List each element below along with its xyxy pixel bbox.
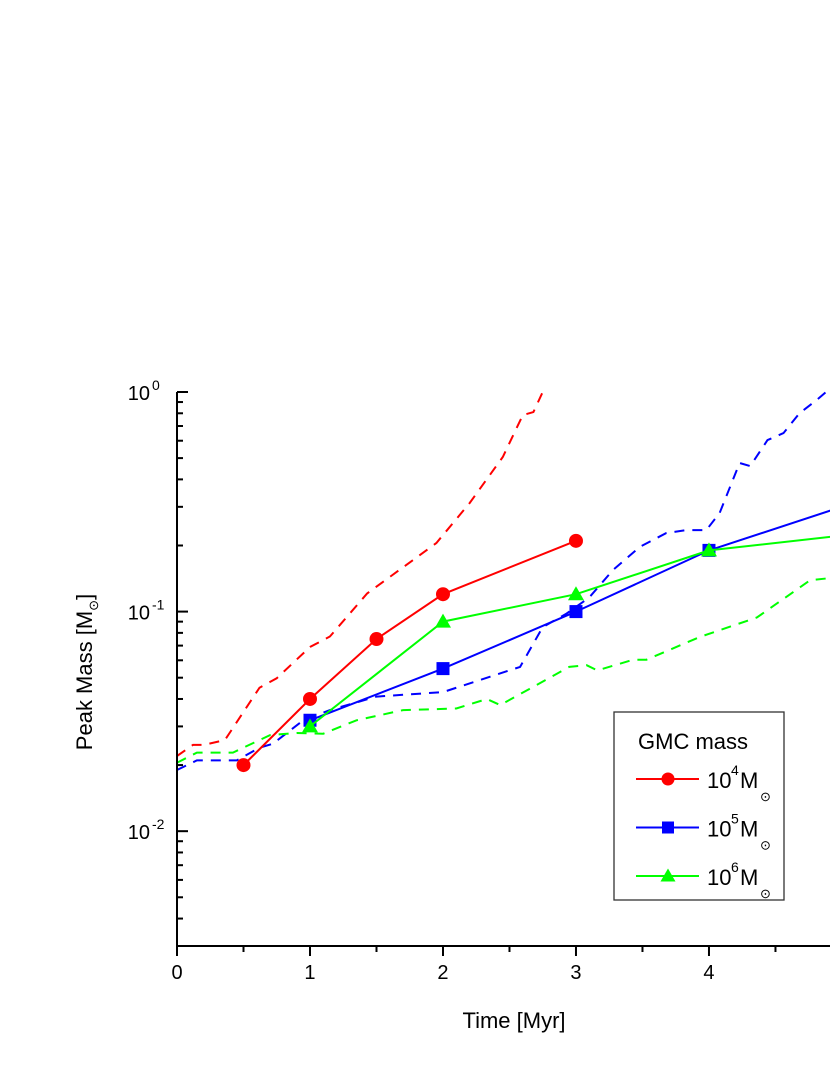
y-axis-title-sun: ⊙ xyxy=(86,600,101,611)
y-axis-title: Peak Mass [M⊙] xyxy=(72,594,101,750)
y-tick-label: 10 xyxy=(128,822,150,844)
series-0-point xyxy=(435,587,450,602)
x-tick-label: 0 xyxy=(171,962,182,984)
legend-unit-2: M xyxy=(740,865,758,890)
x-axis-title: Time [Myr] xyxy=(462,1008,565,1033)
x-tick-label: 3 xyxy=(570,962,581,984)
legend-label-1: 10 xyxy=(707,817,731,842)
legend-unit-1: M xyxy=(740,817,758,842)
y-tick-exponent: -2 xyxy=(152,816,165,832)
legend-exponent-0: 4 xyxy=(731,762,739,778)
series-1-point xyxy=(569,605,583,619)
series-1-dashed-line xyxy=(177,391,827,771)
legend-marker-2 xyxy=(660,868,676,882)
legend-marker-0 xyxy=(661,772,675,786)
y-axis-title-close: ] xyxy=(72,594,97,600)
legend-exponent-1: 5 xyxy=(731,811,739,827)
legend-marker-1 xyxy=(662,821,674,834)
series-layer xyxy=(177,391,830,773)
y-tick-exponent: 0 xyxy=(152,377,160,393)
legend-sun-2: ⊙ xyxy=(760,886,771,901)
series-2-point xyxy=(301,718,318,733)
series-1-point xyxy=(436,662,450,676)
series-0-point xyxy=(236,758,251,773)
series-0-point xyxy=(369,632,384,647)
x-tick-label: 2 xyxy=(437,962,448,984)
legend-title: GMC mass xyxy=(638,729,748,754)
x-tick-label: 1 xyxy=(304,962,315,984)
legend-unit-0: M xyxy=(740,768,758,793)
y-tick-label: 10 xyxy=(128,383,150,405)
legend-sun-0: ⊙ xyxy=(760,789,771,804)
series-0-point xyxy=(302,691,317,706)
y-tick-base: 10 xyxy=(128,822,150,844)
series-2-point xyxy=(434,613,451,628)
legend: GMC mass 10 4 M⊙10 5 M⊙10 6 M⊙ xyxy=(613,711,785,901)
series-2-point xyxy=(567,586,584,601)
legend-sun-1: ⊙ xyxy=(760,838,771,853)
x-tick-label: 4 xyxy=(703,962,714,984)
series-0-dashed-line xyxy=(177,391,544,757)
y-tick-label: 10 xyxy=(128,603,150,625)
legend-label-2: 10 xyxy=(707,865,731,890)
y-tick-base: 10 xyxy=(128,383,150,405)
legend-exponent-2: 6 xyxy=(731,859,739,875)
y-axis-title-text: Peak Mass [M xyxy=(72,611,97,750)
y-tick-base: 10 xyxy=(128,603,150,625)
series-0-line xyxy=(242,539,577,766)
series-0-point xyxy=(568,533,583,548)
legend-box xyxy=(613,711,785,901)
legend-label-0: 10 xyxy=(707,768,731,793)
series-2-dashed-line xyxy=(177,577,830,764)
series-2-point xyxy=(700,542,717,557)
y-tick-exponent: -1 xyxy=(152,597,165,613)
